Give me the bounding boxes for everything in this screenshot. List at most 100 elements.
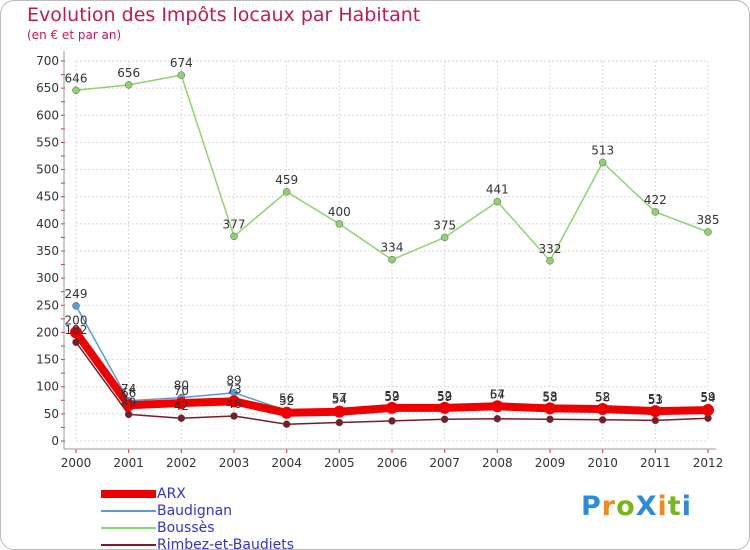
data-point: [493, 414, 502, 423]
data-label: 73: [226, 382, 241, 396]
data-label: 58: [542, 391, 557, 405]
data-label: 52: [437, 389, 452, 403]
legend-label-bousses: Boussès: [157, 520, 215, 536]
data-label: 656: [117, 66, 140, 80]
data-point: [598, 416, 607, 424]
data-point: [230, 412, 238, 420]
proxiti-logo: ProXiti: [581, 491, 692, 522]
x-tick-label: 2006: [377, 456, 408, 470]
y-tick-label: 600: [36, 108, 59, 122]
data-point: [386, 401, 398, 414]
data-point: [175, 397, 188, 409]
x-tick-label: 2003: [219, 456, 250, 470]
data-point: [388, 255, 396, 264]
data-label: 400: [328, 205, 351, 219]
data-point: [649, 405, 662, 418]
data-label: 57: [490, 387, 505, 401]
data-point: [282, 420, 291, 428]
data-label: 58: [595, 391, 610, 405]
y-tick-label: 700: [36, 54, 59, 68]
data-label: 59: [384, 390, 399, 404]
legend-label-rimbez: Rimbez-et-Baudiets: [157, 537, 295, 550]
data-label: 375: [433, 218, 456, 232]
data-points: [70, 71, 714, 428]
x-tick-label: 2004: [271, 456, 302, 470]
data-label: 56: [279, 392, 294, 406]
data-point: [438, 401, 451, 414]
data-label: 249: [65, 287, 88, 301]
x-tick-label: 2002: [166, 456, 197, 470]
y-tick-label: 0: [51, 434, 59, 448]
x-tick-label: 2000: [61, 456, 92, 470]
logo-letter: X: [635, 491, 658, 522]
y-tick-label: 200: [36, 325, 59, 339]
chart-subtitle: (en € et par an): [27, 28, 122, 42]
data-point: [280, 406, 293, 419]
y-tick-label: 450: [36, 190, 59, 204]
data-point: [702, 404, 714, 417]
logo-letter: i: [681, 491, 692, 522]
data-labels: 646 6566743774594003343754413325134223852…: [65, 56, 720, 413]
logo-letter: t: [667, 491, 682, 522]
y-tick-label: 350: [36, 244, 59, 258]
logo-letter: P: [581, 491, 602, 522]
y-tick-label: 550: [36, 135, 59, 149]
data-point: [335, 418, 344, 427]
data-label: 42: [174, 399, 189, 413]
data-point: [122, 399, 135, 412]
data-point: [72, 86, 80, 95]
data-label: 182: [65, 323, 88, 337]
data-point: [388, 417, 396, 425]
legend-swatch-bousses: [101, 527, 156, 529]
data-label: 66: [121, 386, 136, 400]
data-point: [491, 400, 504, 413]
y-tick-label: 100: [36, 380, 59, 394]
chart-title: Evolution des Impôts locaux par Habitant: [27, 4, 421, 26]
data-label: 89: [226, 374, 241, 388]
data-label: 674: [170, 56, 193, 70]
axes: 0 50 100 150 200 250 300 350 400 450 500 550 600 650 7…: [36, 51, 723, 470]
data-point: [440, 415, 449, 424]
data-point: [598, 158, 607, 167]
legend-swatch-rimbez: [101, 544, 156, 546]
data-label: 422: [644, 193, 667, 207]
data-point: [335, 220, 344, 228]
legend-swatch-baudignan: [101, 510, 156, 512]
data-point: [177, 414, 186, 422]
data-label: 459: [275, 173, 298, 187]
data-label: 70: [174, 384, 189, 398]
data-label: 46: [226, 397, 241, 411]
data-point: [72, 302, 80, 310]
data-label: 54: [332, 393, 347, 407]
data-label: 53: [648, 393, 663, 407]
data-point: [596, 402, 609, 415]
data-point: [493, 197, 502, 206]
data-point: [544, 402, 556, 415]
x-tick-label: 2011: [640, 456, 671, 470]
data-label: 377: [223, 217, 246, 231]
data-point: [704, 228, 712, 236]
legend-label-baudignan: Baudignan: [157, 503, 233, 519]
y-tick-label: 400: [36, 217, 59, 231]
data-point: [651, 208, 660, 216]
logo-letter: r: [601, 491, 617, 522]
x-tick-label: 2012: [693, 456, 724, 470]
data-label: 51: [648, 392, 663, 406]
x-tick-label: 2005: [324, 456, 355, 470]
x-tick-label: 2001: [113, 456, 144, 470]
data-label: 53: [542, 389, 557, 403]
y-tick-label: 500: [36, 163, 59, 177]
data-label: 334: [381, 241, 404, 255]
y-tick-label: 150: [36, 353, 59, 367]
data-label: 332: [539, 242, 562, 256]
data-label: 57: [332, 391, 347, 405]
data-point: [230, 232, 238, 241]
grid-lines: [75, 60, 709, 442]
legend-label-arx: ARX: [157, 486, 186, 502]
data-point: [651, 416, 660, 425]
x-tick-label: 2010: [587, 456, 618, 470]
data-label: 200: [65, 313, 88, 327]
y-tick-label: 300: [36, 271, 59, 285]
